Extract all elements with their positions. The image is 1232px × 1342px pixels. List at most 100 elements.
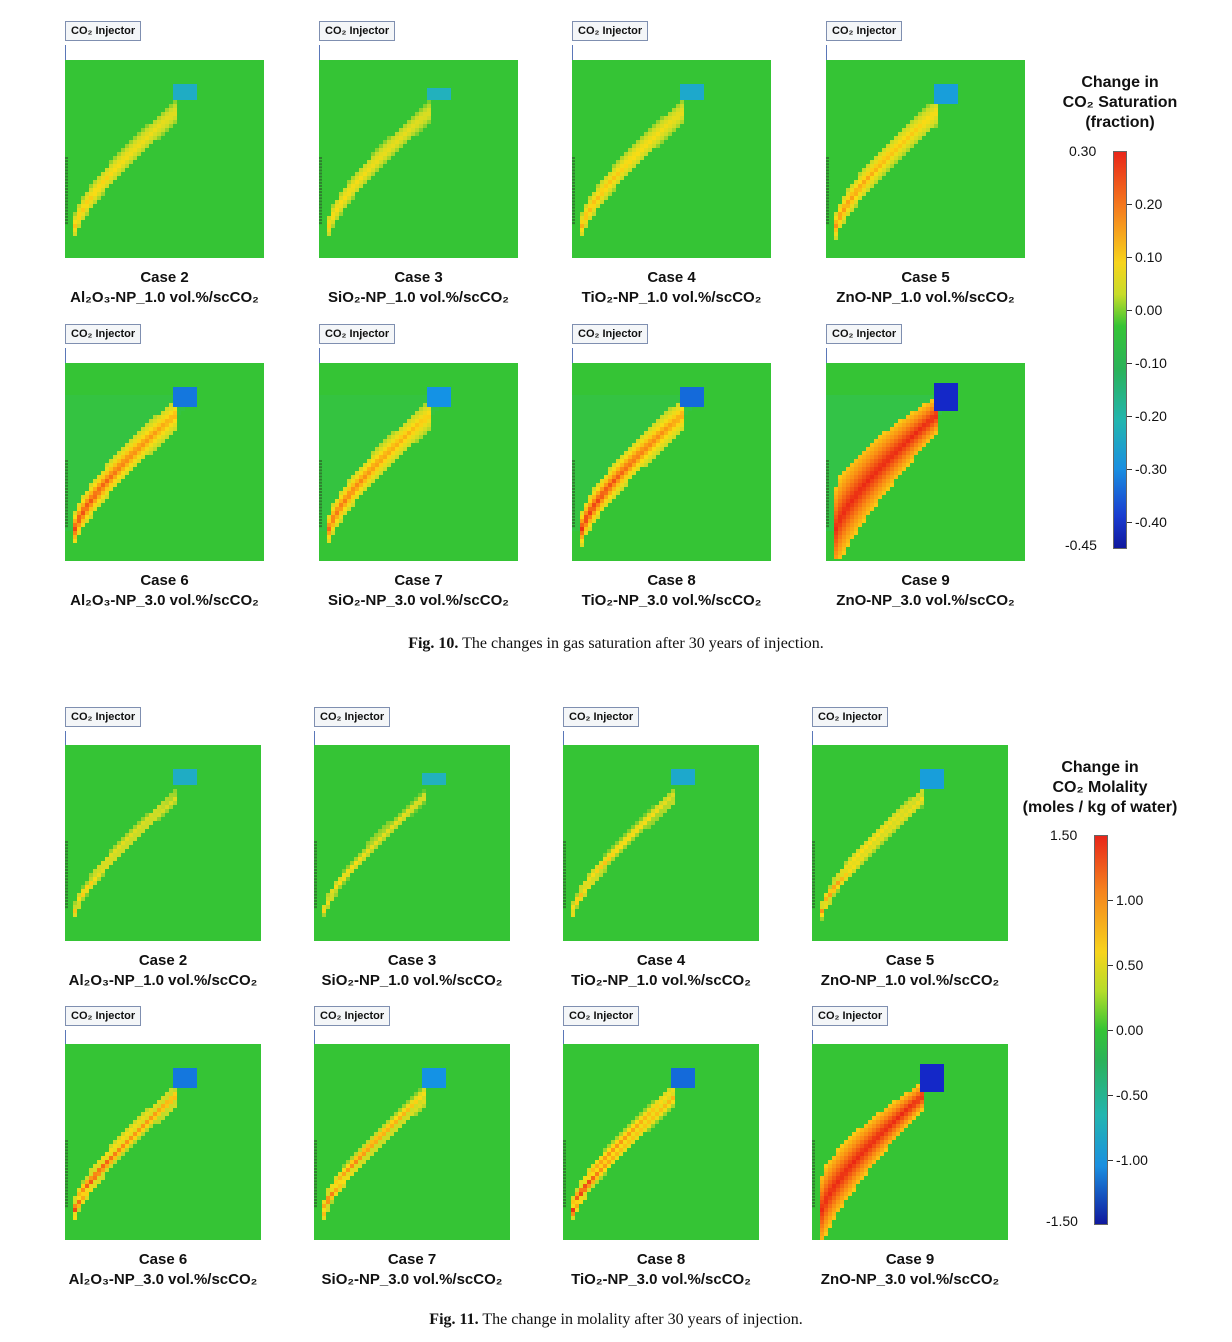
map-cell <box>836 873 840 877</box>
map-cell <box>926 104 930 108</box>
map-cell <box>97 1180 101 1184</box>
map-cell <box>121 447 125 451</box>
map-cell <box>926 419 930 423</box>
map-cell <box>375 423 379 427</box>
map-cell <box>121 451 125 455</box>
map-cell <box>644 443 648 447</box>
map-cell <box>680 116 684 120</box>
map-cell <box>942 100 946 104</box>
map-cell <box>676 116 680 120</box>
map-cell <box>575 893 579 897</box>
map-cell <box>878 479 882 483</box>
map-cell <box>427 104 431 108</box>
map-cell <box>129 829 133 833</box>
map-cell <box>576 435 580 439</box>
co2-injector-label: CO₂ Injector <box>319 21 396 41</box>
map-cell <box>387 435 391 439</box>
map-cell <box>636 427 640 431</box>
map-cell <box>934 96 938 100</box>
map-cell <box>165 395 169 399</box>
map-cell <box>663 1108 667 1112</box>
map-cell <box>604 427 608 431</box>
map-cell <box>631 1128 635 1132</box>
map-cell <box>600 507 604 511</box>
simulation-map-svg <box>65 769 197 917</box>
map-cell <box>331 403 335 407</box>
map-cell <box>173 407 177 411</box>
map-cell <box>854 459 858 463</box>
map-cell <box>431 411 435 415</box>
case-label: Case 2 Al₂O₃-NP_1.0 vol.%/scCO₂ <box>45 268 284 308</box>
map-cell <box>616 427 620 431</box>
map-cell <box>898 136 902 140</box>
map-cell <box>862 479 866 483</box>
map-cell <box>640 463 644 467</box>
map-cell <box>375 427 379 431</box>
map-cell <box>588 427 592 431</box>
map-cell <box>133 459 137 463</box>
map-cell <box>675 1084 679 1088</box>
map-cell <box>89 455 93 459</box>
map-cell <box>363 479 367 483</box>
map-cell <box>137 447 141 451</box>
map-cell <box>660 116 664 120</box>
map-cell <box>636 467 640 471</box>
map-cell <box>930 108 934 112</box>
map-cell <box>89 881 93 885</box>
map-cell <box>410 809 414 813</box>
map-cell <box>632 148 636 152</box>
map-cell <box>447 391 451 395</box>
map-cell <box>346 869 350 873</box>
map-cell <box>109 475 113 479</box>
map-cell <box>97 176 101 180</box>
map-cell <box>850 204 854 208</box>
map-cell <box>667 1088 671 1092</box>
map-cell <box>319 395 323 399</box>
map-cell <box>322 913 326 917</box>
map-cell <box>327 455 331 459</box>
map-cell <box>169 112 173 116</box>
map-cell <box>656 411 660 415</box>
well-perforation-mark <box>65 1164 68 1167</box>
map-cell <box>73 527 77 531</box>
map-cell <box>173 100 177 104</box>
map-cell <box>672 403 676 407</box>
well-perforation-mark <box>826 469 829 472</box>
map-cell <box>435 92 439 96</box>
map-cell <box>587 1188 591 1192</box>
map-cell <box>576 519 580 523</box>
map-cell <box>371 475 375 479</box>
well-perforation-mark <box>563 1195 566 1198</box>
map-cell <box>121 1136 125 1140</box>
map-cell <box>870 168 874 172</box>
map-cell <box>157 407 161 411</box>
colorbar-tick-mark <box>1127 363 1132 364</box>
map-cell <box>572 403 576 407</box>
map-cell <box>636 447 640 451</box>
map-cell <box>644 399 648 403</box>
simulation-map <box>826 363 1025 561</box>
map-cell <box>105 479 109 483</box>
map-cell <box>644 132 648 136</box>
map-cell <box>93 471 97 475</box>
map-cell <box>89 1188 93 1192</box>
map-cell <box>675 1072 679 1076</box>
map-cell <box>651 805 655 809</box>
map-cell <box>181 1068 185 1072</box>
map-cell <box>109 435 113 439</box>
map-cell <box>121 431 125 435</box>
map-cell <box>379 160 383 164</box>
map-cell <box>363 459 367 463</box>
map-cell <box>173 789 177 793</box>
map-cell <box>644 395 648 399</box>
map-cell <box>866 172 870 176</box>
map-cell <box>137 423 141 427</box>
map-cell <box>430 1080 434 1084</box>
colorbar-title-line: (fraction) <box>1085 114 1155 131</box>
well-perforation-mark <box>314 1189 317 1192</box>
map-cell <box>676 403 680 407</box>
map-cell <box>576 467 580 471</box>
well-perforation-mark <box>65 890 68 893</box>
map-cell <box>133 829 137 833</box>
map-cell <box>619 1144 623 1148</box>
